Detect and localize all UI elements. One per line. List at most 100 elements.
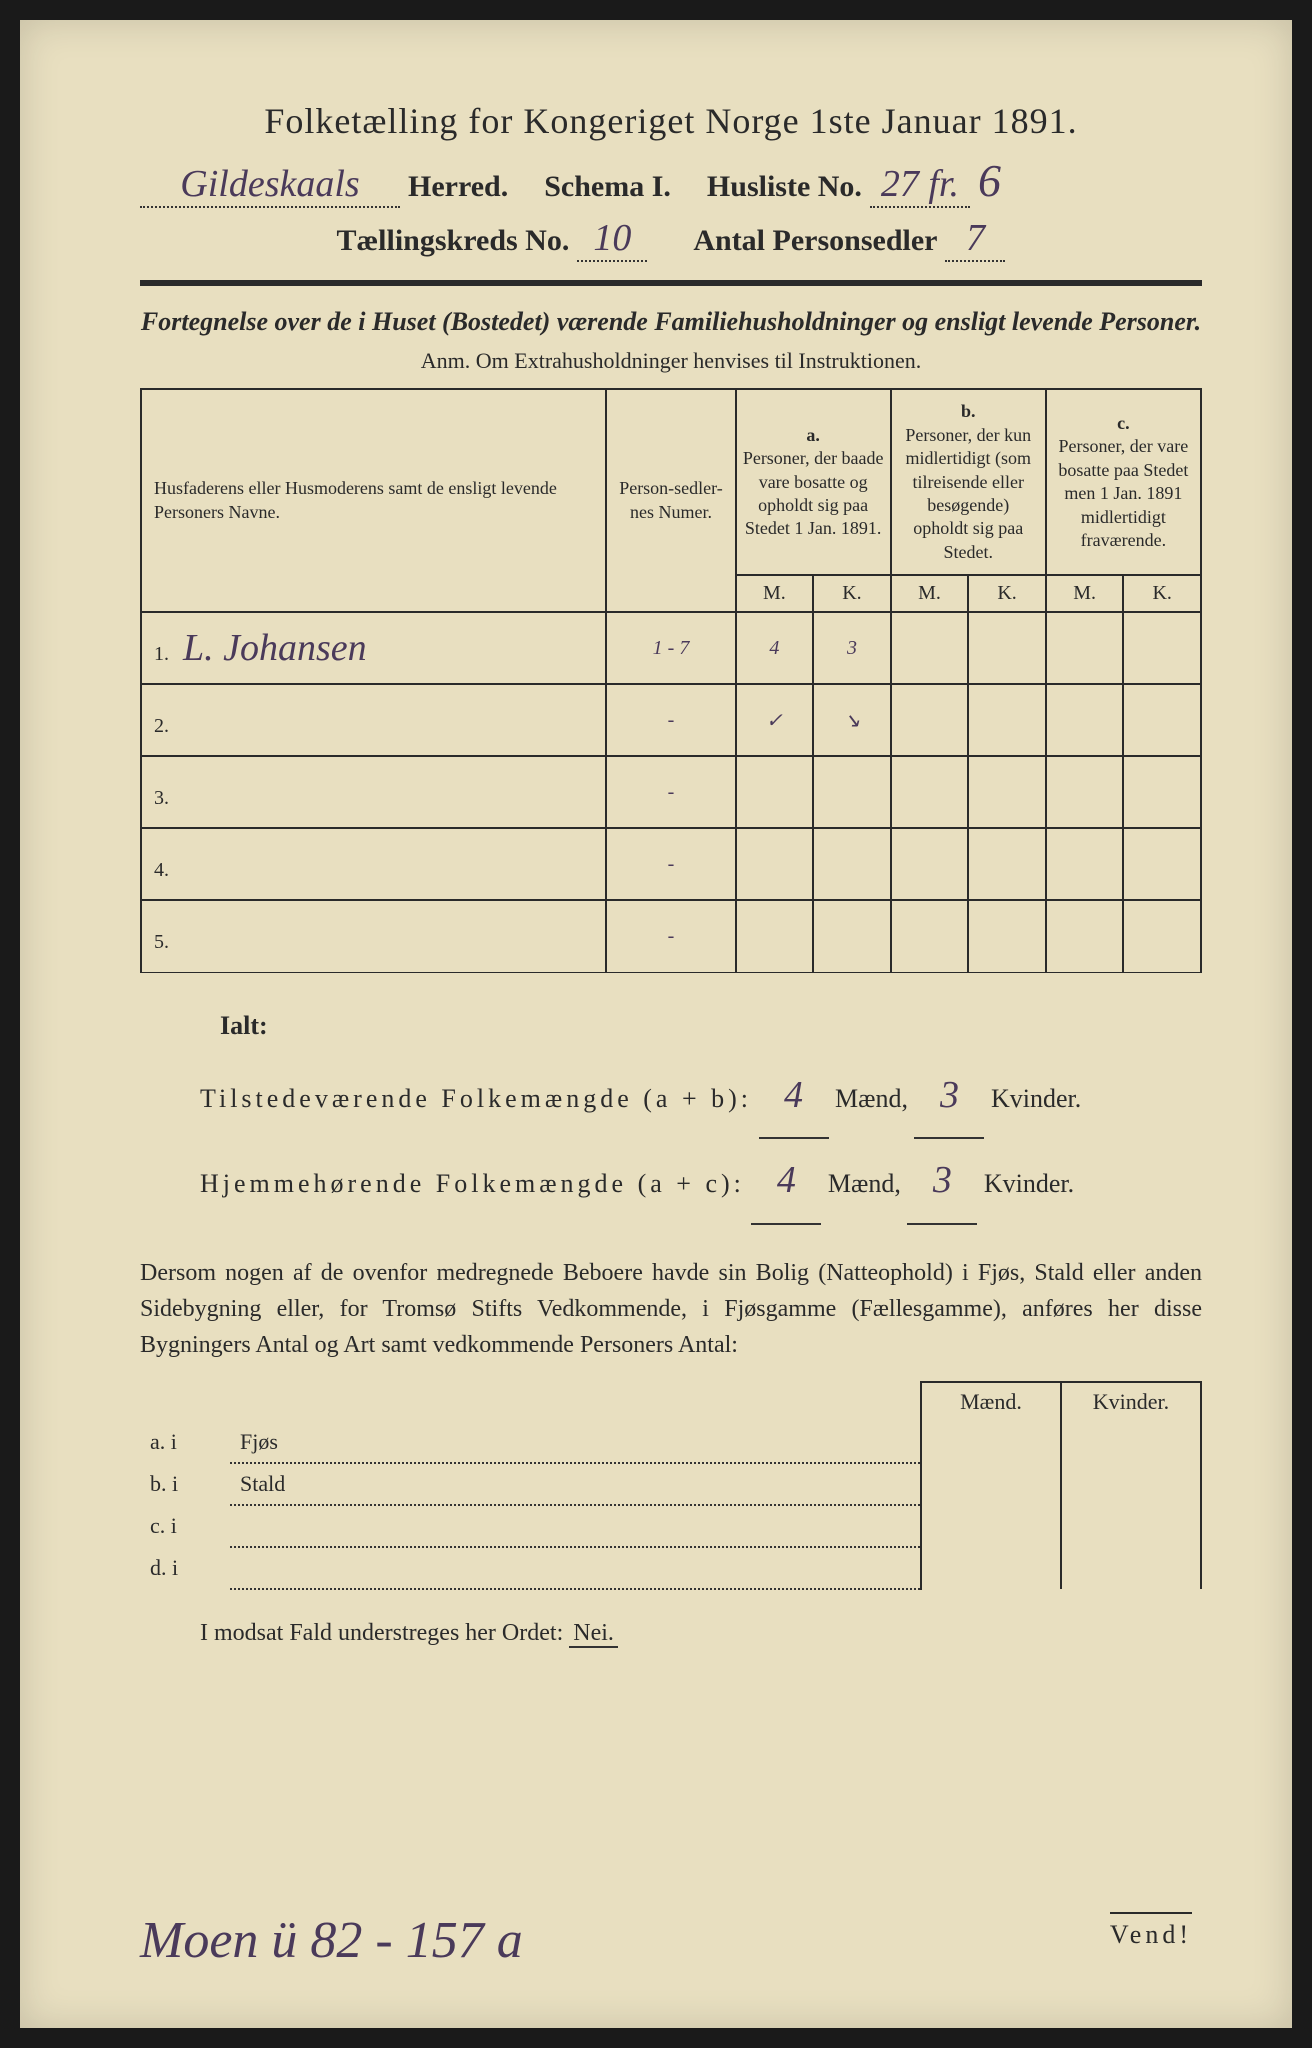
col-num: Person-sedler-nes Numer. bbox=[606, 389, 735, 612]
nei-word: Nei. bbox=[569, 1620, 618, 1648]
row-c-m bbox=[1046, 756, 1124, 828]
header-line-1: Gildeskaals Herred. Schema I. Husliste N… bbox=[140, 154, 1202, 208]
fjos-row: d. i bbox=[140, 1547, 1201, 1589]
ialt-line-1: Tilstedeværende Folkemængde (a + b): 4 M… bbox=[200, 1054, 1202, 1140]
subtitle: Fortegnelse over de i Huset (Bostedet) v… bbox=[140, 304, 1202, 340]
col-b-head: b. bbox=[898, 400, 1039, 423]
husliste-suffix: 6 bbox=[978, 154, 1001, 207]
row-c-k bbox=[1123, 612, 1201, 684]
ialt2-kvinder: Kvinder. bbox=[984, 1169, 1074, 1198]
row-c-m bbox=[1046, 684, 1124, 756]
col-b: b. Personer, der kun midlertidigt (som t… bbox=[891, 389, 1046, 575]
fjos-letter: d. i bbox=[140, 1547, 230, 1589]
bottom-handwriting: Moen ü 82 - 157 a bbox=[140, 1911, 523, 1970]
row-a-k: ↘ bbox=[813, 684, 891, 756]
row-b-k bbox=[968, 684, 1046, 756]
fjos-type: Stald bbox=[230, 1463, 921, 1505]
ialt-label: Ialt: bbox=[220, 997, 1202, 1054]
antal-value: 7 bbox=[945, 216, 1005, 262]
row-num: - bbox=[606, 900, 735, 972]
table-header-row-1: Husfaderens eller Husmoderens samt de en… bbox=[141, 389, 1201, 575]
form-title: Folketælling for Kongeriget Norge 1ste J… bbox=[140, 100, 1202, 142]
col-name: Husfaderens eller Husmoderens samt de en… bbox=[141, 389, 606, 612]
row-c-k bbox=[1123, 828, 1201, 900]
row-a-m: ✓ bbox=[736, 684, 814, 756]
row-b-m bbox=[891, 828, 969, 900]
ialt1-maend: Mænd, bbox=[835, 1084, 908, 1113]
fjos-letter: c. i bbox=[140, 1505, 230, 1547]
col-a: a. Personer, der baade vare bosatte og o… bbox=[736, 389, 891, 575]
ialt1-label: Tilstedeværende Folkemængde (a + b): bbox=[200, 1084, 752, 1113]
mk-a-m: M. bbox=[736, 575, 814, 612]
row-b-m bbox=[891, 756, 969, 828]
row-a-m bbox=[736, 756, 814, 828]
fjos-paragraph: Dersom nogen af de ovenfor medregnede Be… bbox=[140, 1255, 1202, 1363]
col-b-text: Personer, der kun midlertidigt (som tilr… bbox=[898, 424, 1039, 564]
col-a-text: Personer, der baade vare bosatte og opho… bbox=[743, 447, 884, 541]
col-a-head: a. bbox=[743, 424, 884, 447]
row-name: 3. bbox=[141, 756, 606, 828]
table-row: 4. - bbox=[141, 828, 1201, 900]
ialt2-k: 3 bbox=[907, 1139, 977, 1225]
fjos-head-m: Mænd. bbox=[921, 1382, 1061, 1421]
anm-note: Anm. Om Extrahusholdninger henvises til … bbox=[140, 348, 1202, 374]
antal-label: Antal Personsedler bbox=[693, 224, 937, 258]
row-name: 1. L. Johansen bbox=[141, 612, 606, 684]
fjos-letter: b. i bbox=[140, 1463, 230, 1505]
ialt-block: Ialt: Tilstedeværende Folkemængde (a + b… bbox=[200, 997, 1202, 1225]
row-num: - bbox=[606, 828, 735, 900]
husliste-value: 27 fr. bbox=[870, 162, 970, 208]
row-b-m bbox=[891, 612, 969, 684]
kreds-label: Tællingskreds No. bbox=[337, 224, 570, 258]
fjos-letter: a. i bbox=[140, 1421, 230, 1463]
ialt1-kvinder: Kvinder. bbox=[991, 1084, 1081, 1113]
row-c-m bbox=[1046, 828, 1124, 900]
ialt2-maend: Mænd, bbox=[828, 1169, 901, 1198]
fjos-head-row: Mænd. Kvinder. bbox=[140, 1382, 1201, 1421]
fjos-k bbox=[1061, 1547, 1201, 1589]
row-b-k bbox=[968, 828, 1046, 900]
rule-1 bbox=[140, 280, 1202, 286]
fjos-table: Mænd. Kvinder. a. iFjøsb. iStaldc. id. i bbox=[140, 1381, 1202, 1590]
fjos-m bbox=[921, 1505, 1061, 1547]
vend-label: Vend! bbox=[1110, 1912, 1192, 1950]
table-row: 3. - bbox=[141, 756, 1201, 828]
fjos-k bbox=[1061, 1505, 1201, 1547]
household-table: Husfaderens eller Husmoderens samt de en… bbox=[140, 388, 1202, 972]
row-a-m bbox=[736, 828, 814, 900]
herred-value: Gildeskaals bbox=[140, 162, 400, 208]
fjos-row: b. iStald bbox=[140, 1463, 1201, 1505]
schema-label: Schema I. bbox=[544, 170, 671, 204]
fjos-row: a. iFjøs bbox=[140, 1421, 1201, 1463]
row-num: 1 - 7 bbox=[606, 612, 735, 684]
mk-a-k: K. bbox=[813, 575, 891, 612]
table-row: 2. -✓↘ bbox=[141, 684, 1201, 756]
row-b-m bbox=[891, 900, 969, 972]
row-c-m bbox=[1046, 900, 1124, 972]
ialt1-m: 4 bbox=[759, 1054, 829, 1140]
row-c-m bbox=[1046, 612, 1124, 684]
row-a-k: 3 bbox=[813, 612, 891, 684]
row-num: - bbox=[606, 756, 735, 828]
row-a-k bbox=[813, 756, 891, 828]
row-a-k bbox=[813, 828, 891, 900]
census-form-page: Folketælling for Kongeriget Norge 1ste J… bbox=[20, 20, 1292, 2028]
fjos-type bbox=[230, 1505, 921, 1547]
mk-c-m: M. bbox=[1046, 575, 1124, 612]
row-b-k bbox=[968, 900, 1046, 972]
row-name: 4. bbox=[141, 828, 606, 900]
table-row: 5. - bbox=[141, 900, 1201, 972]
ialt-line-2: Hjemmehørende Folkemængde (a + c): 4 Mæn… bbox=[200, 1139, 1202, 1225]
col-c-text: Personer, der vare bosatte paa Stedet me… bbox=[1053, 435, 1194, 552]
herred-label: Herred. bbox=[408, 170, 508, 204]
fjos-m bbox=[921, 1421, 1061, 1463]
fjos-type bbox=[230, 1547, 921, 1589]
header-line-2: Tællingskreds No. 10 Antal Personsedler … bbox=[140, 216, 1202, 262]
fjos-row: c. i bbox=[140, 1505, 1201, 1547]
col-c-head: c. bbox=[1053, 412, 1194, 435]
fjos-m bbox=[921, 1463, 1061, 1505]
kreds-value: 10 bbox=[577, 216, 647, 262]
nei-line: I modsat Fald understreges her Ordet: Ne… bbox=[200, 1620, 1202, 1647]
col-c: c. Personer, der vare bosatte paa Stedet… bbox=[1046, 389, 1201, 575]
fjos-type: Fjøs bbox=[230, 1421, 921, 1463]
